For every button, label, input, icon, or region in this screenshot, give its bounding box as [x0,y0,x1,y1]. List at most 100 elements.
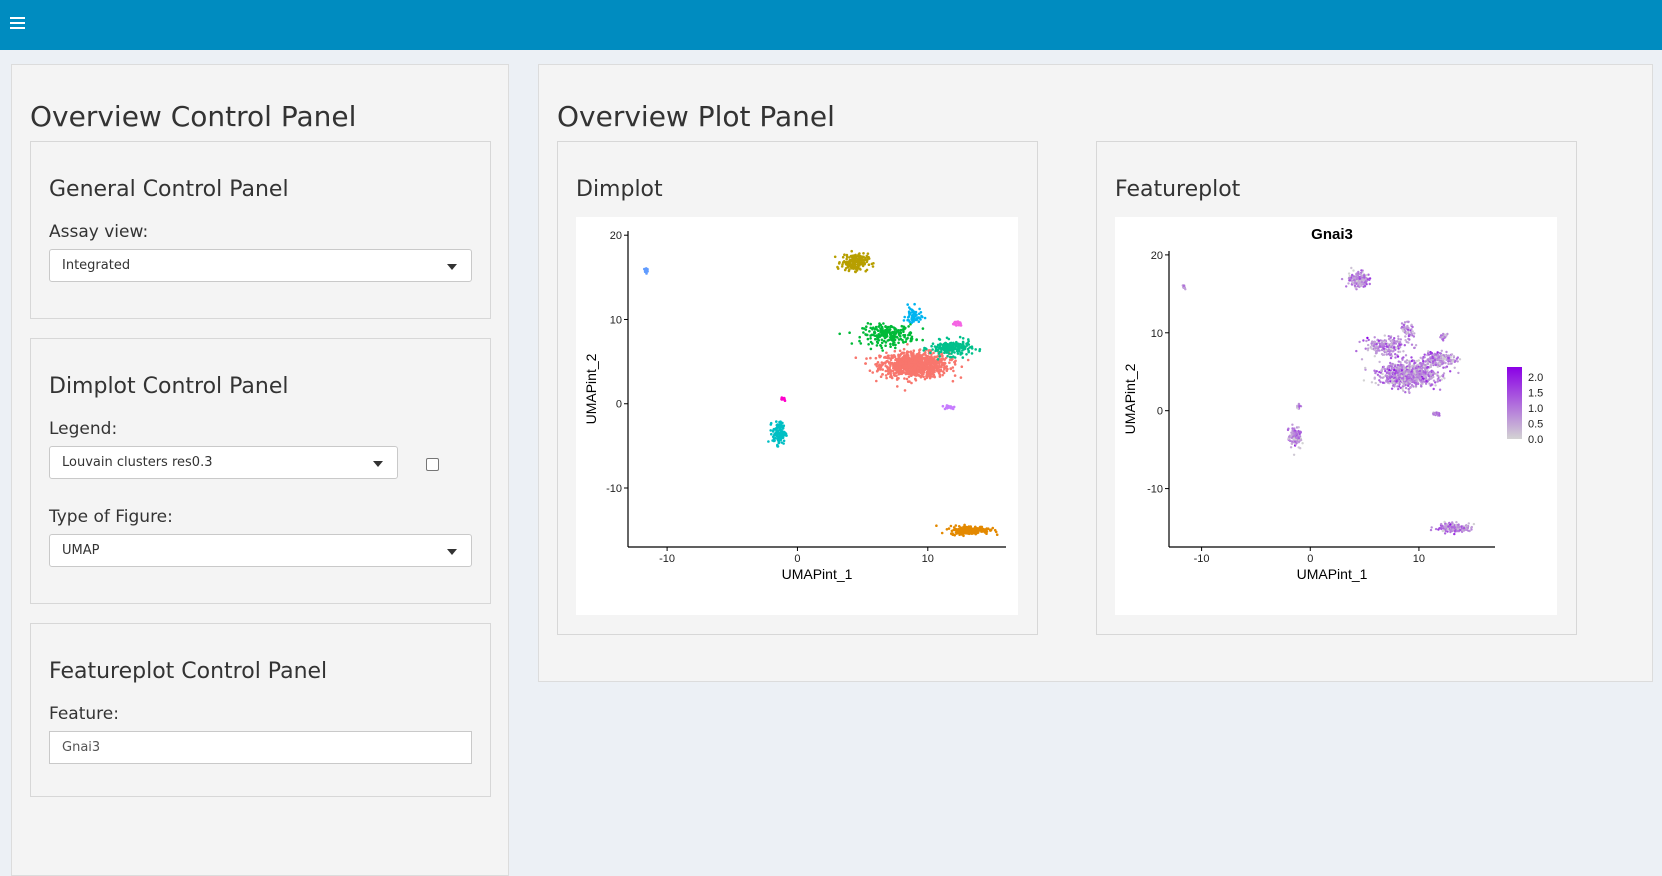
dimplot-point [950,348,953,352]
featureplot-point [1389,356,1393,360]
featureplot-point [1450,362,1453,365]
featureplot-point [1407,384,1410,387]
dimplot-point [907,364,911,367]
featureplot-colorbar [1507,367,1522,439]
featureplot-point [1355,349,1358,353]
dimplot-point [882,322,885,325]
dimplot-point [907,325,910,328]
dimplot-point [902,330,905,333]
dimplot-point [871,342,874,345]
featureplot-point [1385,345,1388,348]
dimplot-x-tick-label: 10 [922,553,934,565]
featureplot-point [1420,362,1423,365]
dimplot-point [937,352,941,355]
dimplot-point [875,379,878,383]
dimplot-point [866,337,870,341]
dimplot-point [925,375,929,378]
legend-label: Legend: [49,419,118,439]
figure-type-select[interactable]: UMAP [49,534,472,567]
feature-input[interactable] [49,731,472,764]
dimplot-point [902,358,905,362]
dimplot-point [866,252,870,255]
featureplot-plot: -10 0 10 -10 0 10 20 UMAPint_1 UMAPint_2 Gnai3 2.0… [1115,217,1557,615]
featureplot-point [1376,373,1380,376]
featureplot-point [1358,277,1361,280]
dimplot-point [918,361,922,364]
dimplot-point [995,533,999,536]
dimplot-point [929,372,933,375]
featureplot-point [1407,388,1410,391]
dimplot-point [961,356,965,359]
dimplot-point [919,356,922,359]
dimplot-point [956,347,960,351]
featureplot-point [1413,370,1416,373]
featureplot-point [1379,380,1382,384]
featureplot-point [1385,376,1389,379]
dimplot-point [850,249,853,253]
featureplot-point [1454,359,1457,362]
dimplot-point [859,342,863,345]
featureplot-point [1437,528,1440,531]
assay-view-select[interactable]: Integrated [49,249,472,282]
featureplot-point [1287,437,1290,440]
dimplot-point [904,372,908,376]
featureplot-colorbar-label: 0.0 [1528,434,1543,446]
hamburger-icon[interactable] [10,14,25,34]
featureplot-point [1429,356,1432,359]
dimplot-point [950,406,954,409]
featureplot-point [1416,369,1419,373]
featureplot-point [1390,355,1394,358]
dimplot-y-label: UMAPint_2 [583,353,599,424]
featureplot-point [1465,527,1468,530]
dimplot-point [956,352,960,355]
legend-select[interactable]: Louvain clusters res0.3 [49,446,398,479]
dimplot-point [947,405,951,408]
dimplot-point [850,259,854,262]
featureplot-point [1363,274,1366,277]
featureplot-control-title: Featureplot Control Panel [49,659,328,684]
featureplot-point [1441,357,1445,361]
featureplot-point [1397,335,1400,338]
dimplot-x-label: UMAPint_1 [782,566,853,582]
featureplot-point [1390,339,1393,342]
featureplot-point [1417,359,1420,362]
dimplot-point [919,311,923,314]
dimplot-point [952,341,955,345]
dimplot-point [983,528,987,531]
dimplot-point [776,445,779,448]
featureplot-point [1299,438,1303,442]
dimplot-point [923,346,926,350]
featureplot-point [1415,365,1418,369]
featureplot-point [1427,350,1430,353]
dimplot-point [912,360,916,364]
featureplot-point [1297,430,1300,433]
featureplot-point [1382,365,1385,368]
dimplot-point [780,397,784,400]
featureplot-point [1290,434,1293,437]
featureplot-point [1418,372,1421,376]
featureplot-point [1420,372,1423,375]
dimplot-point [837,262,841,265]
dimplot-point [897,341,900,345]
featureplot-x-tick-label: 10 [1413,553,1425,565]
featureplot-point [1451,360,1454,363]
dimplot-point [776,437,780,440]
dimplot-point [882,334,886,338]
featureplot-point [1408,361,1411,364]
dimplot-point [931,342,935,345]
dimplot-point [862,255,865,259]
dimplot-point [880,341,884,345]
dimplot-point [875,344,879,347]
dimplot-point [869,334,872,337]
featureplot-point [1439,360,1442,364]
featureplot-point [1376,345,1379,348]
featureplot-point [1385,353,1388,356]
featureplot-point [1423,375,1426,378]
featureplot-point [1401,371,1405,374]
featureplot-point [1389,343,1393,346]
dimplot-point [899,328,903,332]
legend-checkbox[interactable] [426,458,439,471]
featureplot-colorbar-label: 1.5 [1528,388,1543,400]
featureplot-point [1401,376,1405,380]
dimplot-point [838,332,841,336]
